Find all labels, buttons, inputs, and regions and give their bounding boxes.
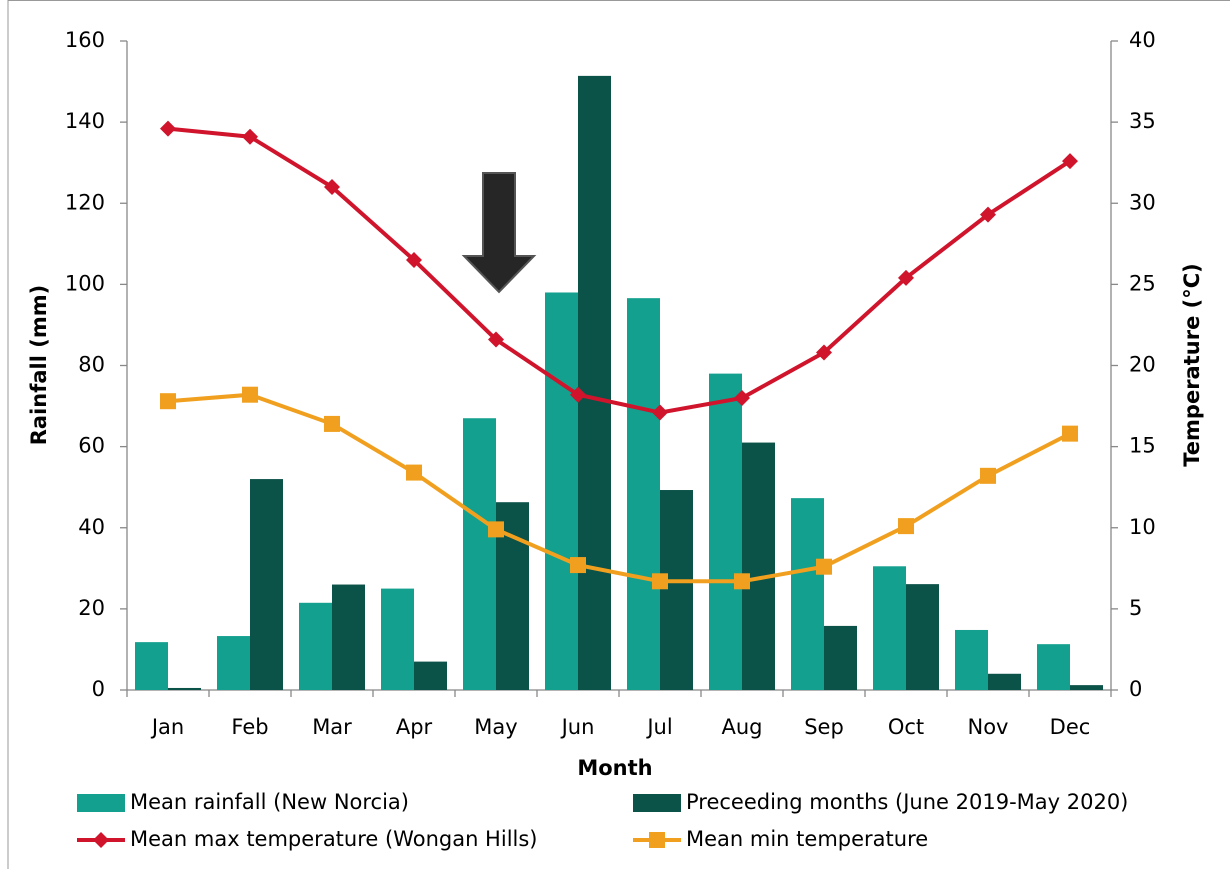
point xyxy=(160,393,176,410)
legend-marker xyxy=(93,832,109,848)
x-tick-label: Mar xyxy=(312,715,352,739)
bar xyxy=(381,588,414,690)
bar xyxy=(627,298,660,690)
point xyxy=(652,404,668,421)
legend-label: Mean rainfall (New Norcia) xyxy=(130,790,409,814)
bar xyxy=(250,479,283,690)
legend-label: Mean max temperature (Wongan Hills) xyxy=(130,827,538,851)
x-tick-label: Aug xyxy=(721,715,762,739)
point xyxy=(734,389,750,406)
point xyxy=(324,415,340,432)
x-tick-label: Dec xyxy=(1050,715,1091,739)
bar xyxy=(168,687,201,690)
point xyxy=(242,386,258,403)
point xyxy=(816,558,832,575)
y2-tick-label: 5 xyxy=(1129,596,1142,620)
y-tick-label: 120 xyxy=(65,190,105,214)
bar xyxy=(988,673,1021,690)
arrow xyxy=(461,172,537,294)
point xyxy=(406,252,422,269)
bar xyxy=(824,625,857,690)
bar xyxy=(545,292,578,690)
point xyxy=(570,557,586,574)
y2-tick-label: 0 xyxy=(1129,677,1142,701)
y2-tick-label: 40 xyxy=(1129,28,1156,52)
y2-tick-label: 15 xyxy=(1129,434,1156,458)
point xyxy=(160,120,176,137)
x-tick-label: Jan xyxy=(150,715,184,739)
point xyxy=(980,467,996,484)
bar xyxy=(906,584,939,690)
point xyxy=(570,386,586,403)
x-tick-label: Apr xyxy=(396,715,433,739)
x-tick-label: Feb xyxy=(231,715,268,739)
bar xyxy=(578,75,611,691)
point xyxy=(652,573,668,590)
legend-swatch xyxy=(77,794,125,812)
y-tick-label: 80 xyxy=(78,353,105,377)
bar xyxy=(791,498,824,690)
legend-label: Mean min temperature xyxy=(686,827,928,851)
x-tick-label: Nov xyxy=(968,715,1009,739)
bar xyxy=(414,661,447,690)
point xyxy=(488,521,504,538)
line xyxy=(167,392,1071,584)
legend-marker xyxy=(649,832,665,848)
point xyxy=(324,179,340,196)
y2-axis-title: Temperature (°C) xyxy=(1180,263,1204,466)
bar xyxy=(332,584,365,690)
x-axis-title: Month xyxy=(577,756,652,780)
bar xyxy=(463,418,496,690)
x-tick-label: Jul xyxy=(645,715,672,739)
y2-tick-label: 20 xyxy=(1129,353,1156,377)
bar xyxy=(1037,644,1070,690)
y-tick-label: 40 xyxy=(78,515,105,539)
bar xyxy=(955,629,988,690)
bar xyxy=(660,490,693,690)
y-tick-label: 20 xyxy=(78,596,105,620)
y-tick-label: 0 xyxy=(92,677,105,701)
x-tick-label: Oct xyxy=(888,715,924,739)
bar xyxy=(217,636,250,690)
point xyxy=(1062,153,1078,170)
point xyxy=(406,464,422,481)
point xyxy=(242,128,258,145)
y2-tick-label: 30 xyxy=(1129,190,1156,214)
point xyxy=(488,331,504,348)
point xyxy=(1062,425,1078,442)
x-tick-label: Sep xyxy=(804,715,844,739)
bar xyxy=(135,642,168,690)
y-tick-label: 100 xyxy=(65,271,105,295)
bar xyxy=(709,373,742,690)
y2-tick-label: 25 xyxy=(1129,271,1156,295)
point xyxy=(898,518,914,535)
point xyxy=(898,269,914,286)
line xyxy=(167,126,1072,415)
legend-label: Preceeding months (June 2019-May 2020) xyxy=(686,790,1128,814)
bar xyxy=(873,566,906,690)
bar xyxy=(1070,685,1103,690)
bar xyxy=(299,602,332,690)
y-axis-title: Rainfall (mm) xyxy=(27,285,51,445)
x-tick-label: May xyxy=(474,715,517,739)
bar xyxy=(742,442,775,690)
x-tick-label: Jun xyxy=(560,715,595,739)
y2-tick-label: 35 xyxy=(1129,109,1156,133)
point xyxy=(816,344,832,361)
y-tick-label: 60 xyxy=(78,434,105,458)
y-tick-label: 160 xyxy=(65,28,105,52)
y2-tick-label: 10 xyxy=(1129,515,1156,539)
y-tick-label: 140 xyxy=(65,109,105,133)
legend-swatch xyxy=(633,794,681,812)
point xyxy=(734,573,750,590)
point xyxy=(980,206,996,223)
